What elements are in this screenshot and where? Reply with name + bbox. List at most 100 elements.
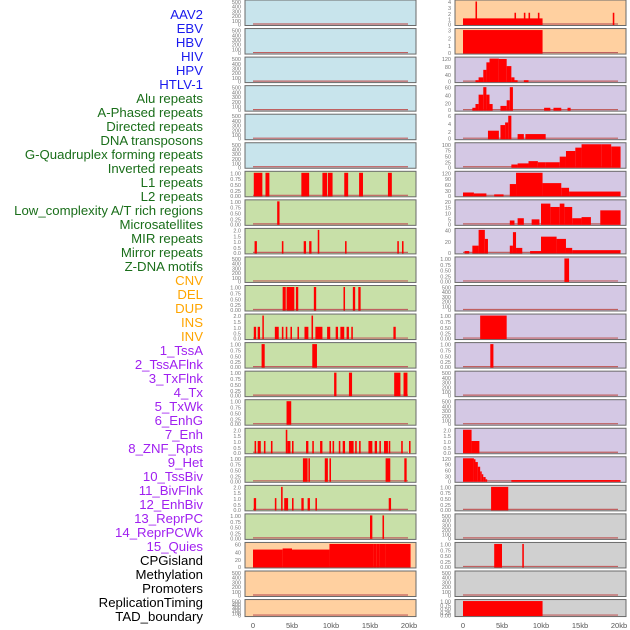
y-tick-label: 0.75 <box>440 263 451 269</box>
data-bar <box>544 107 551 111</box>
y-tick-label: 0.50 <box>230 383 241 389</box>
y-tick-label: 10 <box>445 212 451 218</box>
data-bar <box>567 107 571 111</box>
y-tick-label: 0.75 <box>230 406 241 412</box>
data-bar <box>523 80 529 83</box>
data-bar <box>290 326 292 340</box>
data-bar <box>463 458 474 482</box>
y-tick-label: 60 <box>445 183 451 189</box>
y-tick-label: 0.25 <box>440 275 451 281</box>
data-bar <box>600 210 621 225</box>
y-tick-label: 2.0 <box>233 314 241 320</box>
x-tick-label: 15kb <box>362 621 378 630</box>
y-tick-label: 0.00 <box>440 337 451 343</box>
track-label: Inverted repeats <box>107 161 203 176</box>
y-tick-label: 0.25 <box>440 332 451 338</box>
data-bar <box>292 498 294 511</box>
data-bar <box>322 172 328 197</box>
data-bar <box>274 498 277 511</box>
y-tick-label: 1.00 <box>230 457 241 463</box>
panel-background <box>454 256 627 283</box>
y-tick-label: 0.5 <box>233 446 241 452</box>
y-tick-label: 100 <box>442 590 451 596</box>
y-tick-label: 0.75 <box>230 206 241 212</box>
data-bar <box>494 543 502 568</box>
y-tick-label: 400 <box>232 576 241 582</box>
y-tick-label: 1.00 <box>440 600 451 606</box>
y-tick-label: 300 <box>232 152 241 158</box>
y-tick-label: 500 <box>232 57 241 63</box>
data-bar <box>334 372 337 397</box>
data-bar <box>531 219 540 225</box>
track-label: 15_Quies <box>146 539 203 554</box>
y-tick-label: 15 <box>445 206 451 212</box>
panel-background <box>454 541 627 569</box>
data-bar <box>292 549 330 568</box>
y-tick-label: 400 <box>442 576 451 582</box>
y-tick-label: 0.00 <box>440 365 451 371</box>
y-tick-label: 2.0 <box>233 228 241 234</box>
y-tick-label: 0.00 <box>440 614 451 620</box>
y-tick-label: 0 <box>238 108 241 114</box>
panel-background <box>454 427 627 455</box>
y-tick-label: 0.50 <box>230 526 241 532</box>
data-bar <box>581 144 602 168</box>
data-bar <box>338 441 341 454</box>
data-bar <box>253 172 263 197</box>
track-label: 10_TssBiv <box>142 469 203 484</box>
y-tick-label: 1.00 <box>230 286 241 292</box>
track-panel-right: 1.000.750.500.250.00 <box>440 342 627 371</box>
data-bar <box>561 187 570 197</box>
data-bar <box>517 218 524 225</box>
data-bar <box>512 232 517 254</box>
y-tick-label: 20 <box>445 200 451 206</box>
data-bar <box>254 241 257 254</box>
y-tick-label: 500 <box>442 286 451 292</box>
y-tick-label: 100 <box>442 304 451 310</box>
y-tick-label: 400 <box>232 90 241 96</box>
y-tick-label: 200 <box>232 585 241 591</box>
data-bar <box>315 326 323 340</box>
track-label: L1 repeats <box>140 175 203 190</box>
data-bar <box>508 115 512 140</box>
track-panel-right: 2.01.51.00.50.0 <box>443 427 627 457</box>
y-tick-label: 200 <box>442 585 451 591</box>
y-tick-label: 1.00 <box>230 371 241 377</box>
data-bar <box>483 477 486 482</box>
data-bar <box>344 172 349 197</box>
y-tick-label: 1.5 <box>443 434 451 440</box>
data-bar <box>348 372 353 397</box>
panel-background <box>244 570 417 597</box>
data-bar <box>522 543 524 568</box>
panel-background <box>244 199 417 226</box>
y-tick-label: 1.00 <box>230 200 241 206</box>
track-panel-left: 1.000.750.500.250.00 <box>230 456 417 485</box>
x-tick-label: 20kb <box>611 621 627 630</box>
panel-background <box>244 370 417 398</box>
data-bar <box>343 287 346 311</box>
data-bar <box>312 344 317 368</box>
track-panel-right: 120 80 400 <box>442 56 627 86</box>
data-bar <box>537 162 546 168</box>
y-tick-label: 0.75 <box>440 491 451 497</box>
y-tick-label: 0 <box>238 614 241 620</box>
data-bar <box>506 66 512 83</box>
data-bar <box>509 184 517 197</box>
data-bar <box>487 130 499 140</box>
y-tick-label: 0.25 <box>230 532 241 538</box>
data-bar <box>525 134 546 140</box>
panel-background <box>244 113 417 141</box>
y-tick-label: 0.75 <box>440 348 451 354</box>
data-bar <box>253 326 257 340</box>
y-tick-label: 30 <box>445 189 451 195</box>
y-tick-label: 200 <box>232 157 241 163</box>
data-bar <box>572 218 582 225</box>
data-bar <box>491 486 509 511</box>
data-bar <box>295 287 299 311</box>
